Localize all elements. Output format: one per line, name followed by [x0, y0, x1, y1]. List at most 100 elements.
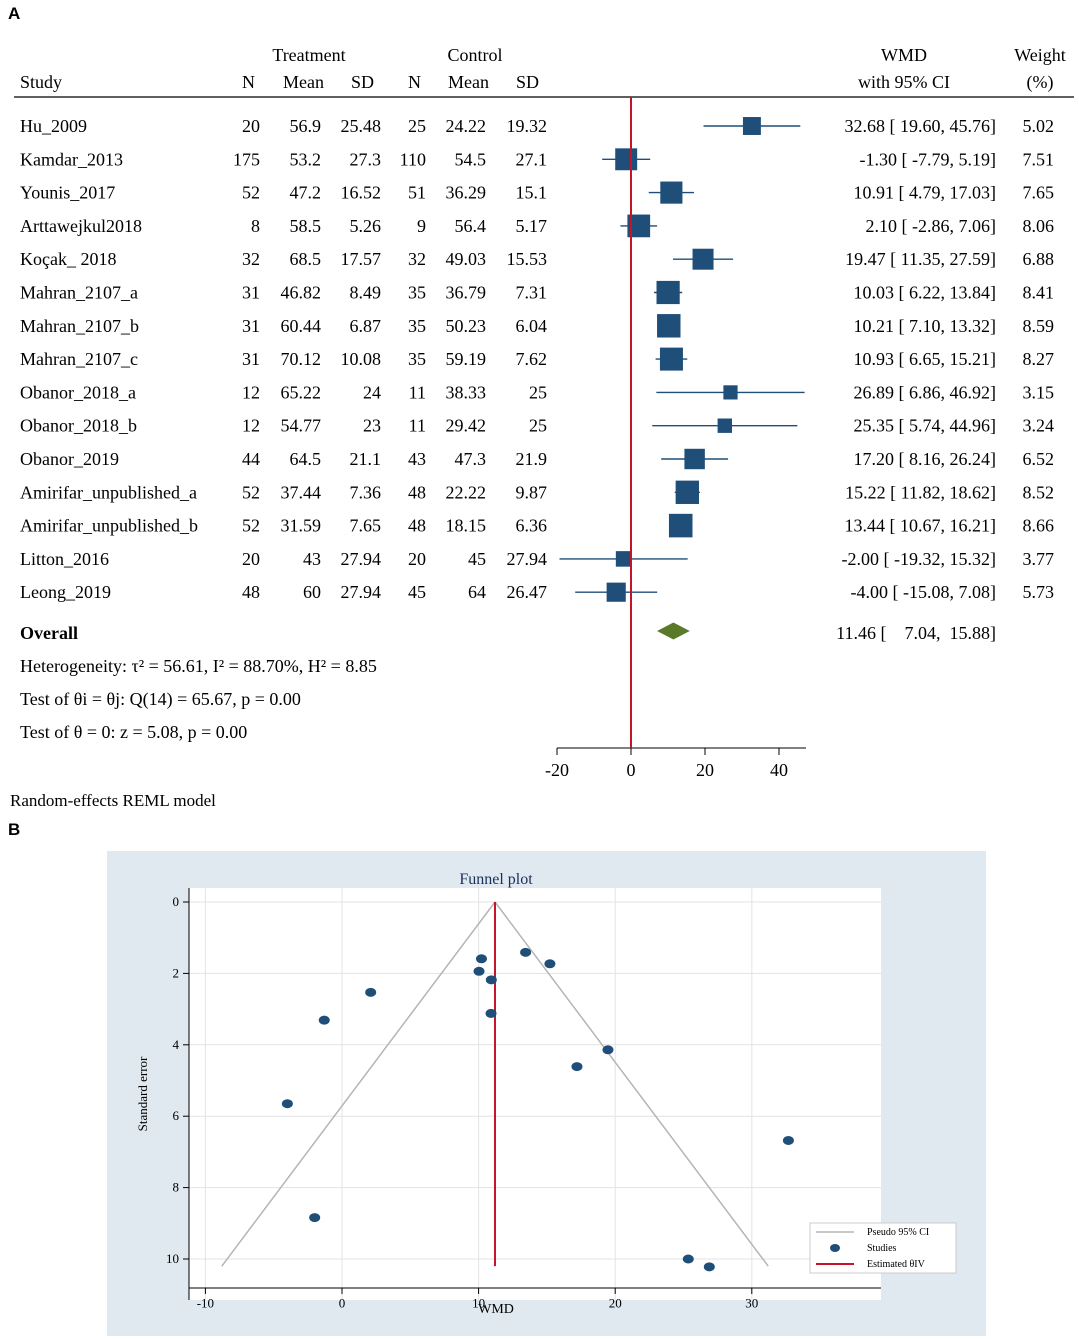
treatment-mean: 53.2 [290, 149, 322, 169]
study-name: Kamdar_2013 [20, 149, 123, 169]
funnel-ylabel: Standard error [135, 1056, 150, 1131]
treatment-n: 20 [242, 116, 260, 136]
y-tick-label: 10 [166, 1251, 179, 1266]
study-marker [606, 582, 626, 602]
wmd-ci-text: -2.00 [ -19.32, 15.32] [842, 549, 996, 569]
control-mean: 29.42 [446, 416, 487, 436]
header-treatment: Treatment [272, 45, 345, 65]
stat-test-zero: Test of θ = 0: z = 5.08, p = 0.00 [20, 722, 247, 742]
study-point [571, 1062, 583, 1072]
treatment-mean: 64.5 [290, 449, 322, 469]
weight-value: 8.52 [1023, 482, 1055, 502]
treatment-n: 52 [242, 482, 260, 502]
control-n: 11 [409, 416, 426, 436]
weight-value: 5.73 [1023, 582, 1055, 602]
study-point [475, 954, 487, 964]
control-sd: 6.04 [516, 316, 548, 336]
legend-studies-swatch [830, 1244, 840, 1252]
study-name: Litton_2016 [20, 549, 109, 569]
control-n: 25 [408, 116, 426, 136]
legend-studies-label: Studies [867, 1243, 897, 1254]
control-mean: 36.79 [446, 283, 487, 303]
wmd-ci-text: -1.30 [ -7.79, 5.19] [860, 149, 996, 169]
study-name: Amirifar_unpublished_b [20, 516, 198, 536]
x-tick-label: 40 [770, 760, 788, 780]
panel-b-label: B [8, 820, 21, 839]
control-n: 35 [408, 283, 426, 303]
control-mean: 64 [468, 582, 486, 602]
treatment-mean: 47.2 [290, 183, 322, 203]
pseudo-ci-right [494, 901, 769, 1267]
header-t-mean: Mean [283, 72, 324, 92]
x-tick-label: 20 [609, 1296, 622, 1311]
control-sd: 6.36 [516, 516, 548, 536]
treatment-sd: 6.87 [350, 316, 382, 336]
funnel-plot-area [189, 888, 881, 1300]
treatment-n: 31 [242, 349, 260, 369]
y-tick-label: 2 [173, 965, 180, 980]
control-mean: 24.22 [446, 116, 487, 136]
control-n: 43 [408, 449, 426, 469]
treatment-n: 12 [242, 382, 260, 402]
header-c-mean: Mean [448, 72, 489, 92]
treatment-mean: 56.9 [290, 116, 322, 136]
forest-x-ticks: -20 0 20 40 [545, 748, 788, 780]
weight-value: 6.52 [1023, 449, 1055, 469]
control-sd: 25 [529, 416, 547, 436]
weight-value: 7.51 [1023, 149, 1055, 169]
y-tick-label: 8 [173, 1180, 180, 1195]
control-n: 11 [409, 382, 426, 402]
funnel-marks [221, 901, 794, 1272]
control-n: 9 [417, 216, 426, 236]
wmd-ci-text: 10.91 [ 4.79, 17.03] [854, 183, 997, 203]
overall-label: Overall [20, 623, 78, 643]
treatment-mean: 60.44 [281, 316, 322, 336]
study-point [520, 947, 532, 957]
treatment-mean: 60 [303, 582, 321, 602]
study-name: Obanor_2018_a [20, 382, 136, 402]
control-sd: 27.1 [516, 149, 548, 169]
control-n: 48 [408, 516, 426, 536]
x-tick-label: -10 [197, 1296, 214, 1311]
study-name: Obanor_2019 [20, 449, 119, 469]
control-sd: 9.87 [516, 482, 548, 502]
control-sd: 21.9 [516, 449, 548, 469]
wmd-ci-text: 32.68 [ 19.60, 45.76] [845, 116, 997, 136]
forest-plot: Treatment Control WMD Weight Study N Mea… [14, 45, 1074, 780]
study-marker [723, 385, 738, 400]
treatment-sd: 27.94 [341, 549, 382, 569]
treatment-sd: 24 [363, 382, 381, 402]
control-sd: 25 [529, 382, 547, 402]
control-sd: 7.31 [516, 283, 548, 303]
study-name: Hu_2009 [20, 116, 87, 136]
study-name: Mahran_2107_b [20, 316, 139, 336]
model-note: Random-effects REML model [10, 791, 216, 810]
study-marker [659, 347, 683, 371]
stat-heterogeneity: Heterogeneity: τ² = 56.61, I² = 88.70%, … [20, 656, 377, 676]
header-weight-pct: (%) [1027, 72, 1054, 93]
study-name: Amirifar_unpublished_a [20, 482, 197, 502]
treatment-sd: 23 [363, 416, 381, 436]
treatment-mean: 65.22 [281, 382, 322, 402]
control-mean: 47.3 [455, 449, 487, 469]
study-name: Koçak_ 2018 [20, 249, 116, 269]
weight-value: 3.77 [1023, 549, 1055, 569]
study-point [485, 1008, 497, 1018]
treatment-mean: 37.44 [281, 482, 322, 502]
treatment-mean: 31.59 [281, 516, 322, 536]
treatment-n: 48 [242, 582, 260, 602]
control-sd: 15.53 [507, 249, 548, 269]
treatment-sd: 25.48 [341, 116, 382, 136]
control-mean: 54.5 [455, 149, 487, 169]
control-mean: 59.19 [446, 349, 487, 369]
weight-value: 8.06 [1023, 216, 1055, 236]
weight-value: 6.88 [1023, 249, 1055, 269]
control-n: 35 [408, 349, 426, 369]
treatment-sd: 16.52 [341, 183, 382, 203]
control-n: 32 [408, 249, 426, 269]
treatment-n: 175 [233, 149, 260, 169]
treatment-mean: 46.82 [281, 283, 322, 303]
forest-rows: Hu_2009 20 56.9 25.48 25 24.22 19.32 32.68 [ 19… [20, 116, 1054, 602]
control-mean: 49.03 [446, 249, 487, 269]
funnel-legend: Pseudo 95% CI Studies Estimated θIV [809, 1222, 957, 1274]
